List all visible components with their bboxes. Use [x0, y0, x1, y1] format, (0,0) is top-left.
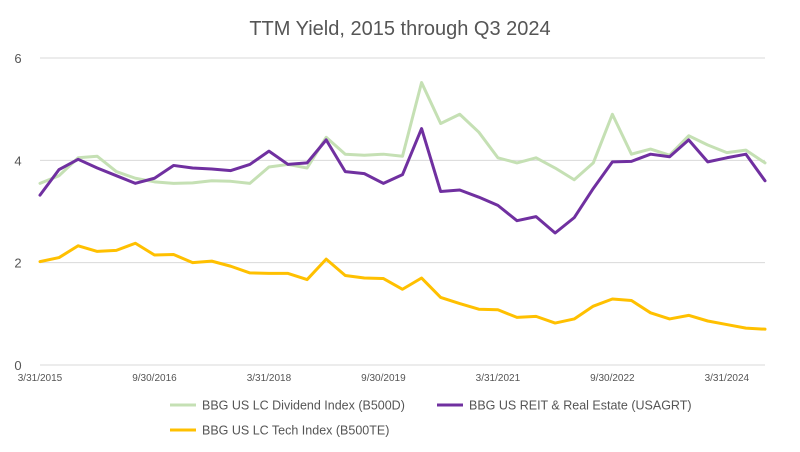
y-tick-label: 0	[14, 358, 21, 373]
series-line-0	[38, 81, 767, 185]
series-line-1	[38, 127, 767, 235]
x-tick-label: 3/31/2015	[18, 373, 63, 384]
y-tick-label: 6	[14, 51, 21, 66]
y-axis-ticks: 0 2 4 6	[14, 51, 21, 373]
chart-title: TTM Yield, 2015 through Q3 2024	[249, 18, 550, 40]
x-tick-label: 3/31/2018	[247, 373, 292, 384]
x-axis-ticks: 3/31/2015 9/30/2016 3/31/2018 9/30/2019 3/31…	[18, 373, 750, 384]
series-line-2	[38, 241, 767, 331]
legend-label-2: BBG US LC Tech Index (B500TE)	[202, 424, 389, 438]
x-tick-label: 9/30/2019	[361, 373, 406, 384]
gridlines	[40, 57, 765, 366]
legend-label-0: BBG US LC Dividend Index (B500D)	[202, 399, 405, 413]
y-tick-label: 2	[14, 256, 21, 271]
legend-label-1: BBG US REIT & Real Estate (USAGRT)	[469, 399, 692, 413]
x-tick-label: 3/31/2024	[705, 373, 750, 384]
x-tick-label: 9/30/2022	[590, 373, 635, 384]
x-tick-label: 3/31/2021	[476, 373, 521, 384]
series-lines	[38, 81, 767, 331]
y-tick-label: 4	[14, 153, 21, 168]
legend: BBG US LC Dividend Index (B500D) BBG US R…	[170, 399, 692, 438]
x-tick-label: 9/30/2016	[132, 373, 177, 384]
